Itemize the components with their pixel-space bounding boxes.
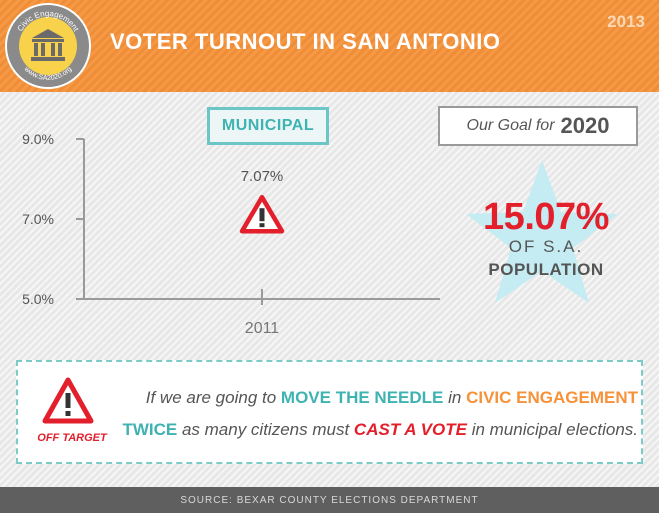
star-icon: [466, 160, 618, 303]
message-line2-highlight2: CAST A VOTE: [353, 420, 467, 439]
footer: SOURCE: BEXAR COUNTY ELECTIONS DEPARTMEN…: [0, 487, 659, 513]
y-tick-label: 9.0%: [22, 131, 54, 147]
message-line1-highlight1: MOVE THE NEEDLE: [280, 388, 444, 407]
chart-title-box: MUNICIPAL: [207, 107, 329, 145]
goal-box: Our Goal for 2020: [438, 106, 638, 146]
message-line1-highlight2: CIVIC ENGAGEMENT: [466, 388, 638, 407]
y-tick-label: 7.0%: [22, 211, 54, 227]
goal-line2: POPULATION: [488, 260, 604, 279]
x-tick-label: 2011: [245, 320, 280, 337]
message-line2-part2: in municipal elections.: [471, 420, 638, 439]
goal-year: 2020: [560, 113, 610, 138]
message-line1-part1: If we are going to: [145, 388, 277, 407]
goal-line1: OF S.A.: [508, 237, 584, 256]
government-building-icon: [31, 29, 65, 61]
warning-triangle-icon: [42, 377, 94, 424]
goal-label: Our Goal for: [466, 117, 555, 134]
header-banner: Civic Engagement www.SA2020.org VOTER TU…: [0, 0, 659, 92]
message-line1-part2: in: [448, 388, 462, 407]
year-label: 2013: [607, 12, 645, 31]
turnout-chart: 5.0% 7.0% 9.0% 2011 7.07%: [22, 131, 440, 337]
page-title: VOTER TURNOUT IN SAN ANTONIO: [110, 29, 501, 54]
data-point-warning-icon: [239, 194, 285, 234]
message-line2-part1: as many citizens must: [181, 420, 350, 439]
y-tick-label: 5.0%: [22, 291, 54, 307]
message-box: OFF TARGET If we are going to MOVE THE N…: [16, 360, 643, 464]
goal-value: 15.07%: [483, 196, 609, 238]
message-line2: TWICE as many citizens must CAST A VOTE …: [118, 420, 638, 440]
message-line2-highlight1: TWICE: [122, 420, 178, 439]
message-line1: If we are going to MOVE THE NEEDLE in CI…: [118, 388, 638, 408]
data-label: 7.07%: [241, 168, 284, 185]
source-label: SOURCE: BEXAR COUNTY ELECTIONS DEPARTMEN…: [180, 494, 479, 506]
chart-title: MUNICIPAL: [221, 117, 315, 134]
off-target-label: OFF TARGET: [37, 432, 107, 444]
sa2020-logo: Civic Engagement www.SA2020.org: [5, 3, 91, 89]
